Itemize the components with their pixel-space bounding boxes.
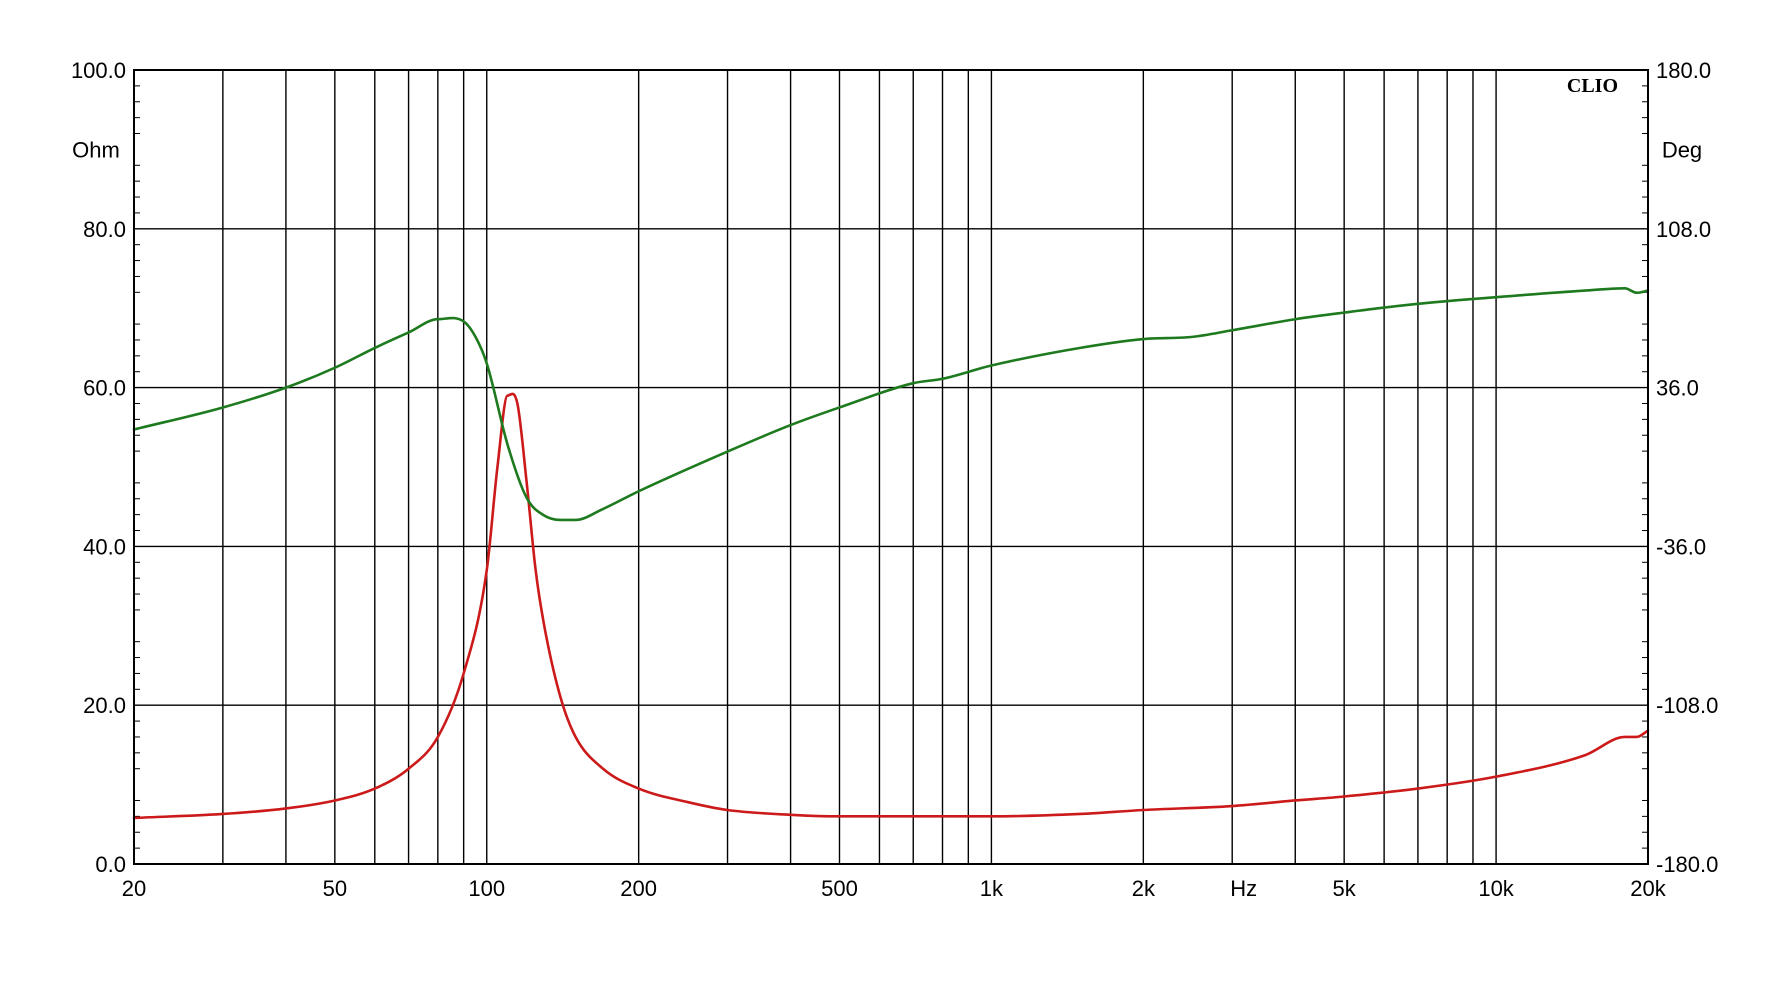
left-tick-label: 0.0 <box>95 852 126 877</box>
left-axis-unit: Ohm <box>72 137 120 162</box>
impedance-curve <box>132 392 1650 820</box>
left-tick-label: 100.0 <box>71 58 126 83</box>
x-tick-label: 200 <box>620 876 657 901</box>
left-tick-label: 80.0 <box>83 217 126 242</box>
left-tick-label: 20.0 <box>83 693 126 718</box>
x-tick-label: 500 <box>821 876 858 901</box>
left-tick-label: 40.0 <box>83 534 126 559</box>
right-tick-label: 180.0 <box>1656 58 1711 83</box>
right-tick-label: -180.0 <box>1656 852 1718 877</box>
x-axis-unit: Hz <box>1230 876 1257 901</box>
right-axis-unit: Deg <box>1662 137 1702 162</box>
x-tick-label: 20 <box>122 876 146 901</box>
x-tick-label: 5k <box>1333 876 1357 901</box>
left-tick-label: 60.0 <box>83 376 126 401</box>
x-tick-label: 20k <box>1630 876 1666 901</box>
x-tick-label: 2k <box>1132 876 1156 901</box>
grid-lines <box>134 70 1648 864</box>
x-tick-label: 1k <box>980 876 1004 901</box>
x-tick-label: 100 <box>468 876 505 901</box>
plot-frame <box>133 69 1649 865</box>
phase-curve <box>132 287 1650 522</box>
x-tick-label: 10k <box>1478 876 1514 901</box>
right-tick-label: 36.0 <box>1656 376 1699 401</box>
x-tick-label: 50 <box>323 876 347 901</box>
right-tick-label: 108.0 <box>1656 217 1711 242</box>
data-curves <box>132 287 1650 820</box>
brand-label: CLIO <box>1567 75 1618 97</box>
axis-labels: 0.0 20.0 40.0 60.0 80.0 100.0 -180.0 -108.0 -36.… <box>71 58 1718 901</box>
right-tick-label: -108.0 <box>1656 693 1718 718</box>
right-tick-label: -36.0 <box>1656 534 1706 559</box>
